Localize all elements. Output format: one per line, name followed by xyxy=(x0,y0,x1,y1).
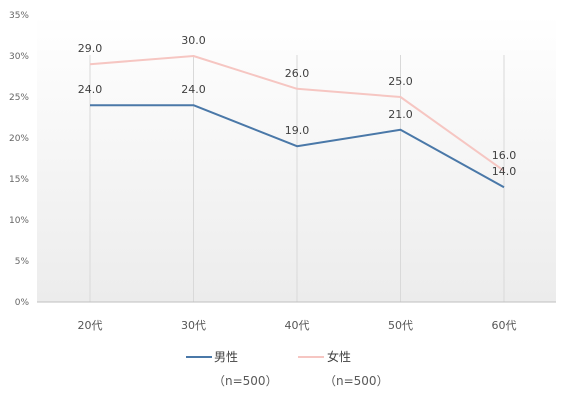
series-line-1 xyxy=(89,55,505,172)
y-tick-label: 10% xyxy=(9,216,29,226)
y-tick-label: 25% xyxy=(9,93,29,103)
data-label: 24.0 xyxy=(78,83,103,96)
legend-item-female: 女性 （n=500） xyxy=(298,349,389,388)
data-labels: 24.0 24.0 19.0 21.0 14.0 29.0 30.0 26.0 25.0 16.0 xyxy=(78,34,517,178)
legend-item-male: 男性 （n=500） xyxy=(186,350,278,388)
legend-label-male: 男性 xyxy=(214,350,238,364)
data-label: 14.0 xyxy=(492,165,517,178)
y-tick-label: 35% xyxy=(9,11,29,21)
legend-note-male: （n=500） xyxy=(213,374,278,388)
y-tick-label: 20% xyxy=(9,134,29,144)
y-tick-label: 30% xyxy=(9,52,29,62)
series-line-0 xyxy=(90,104,505,189)
y-tick-label: 0% xyxy=(15,298,30,308)
data-label: 16.0 xyxy=(492,149,517,162)
y-tick-label: 15% xyxy=(9,175,29,185)
x-tick-label: 40代 xyxy=(285,319,310,332)
data-label: 25.0 xyxy=(388,75,413,88)
x-axis-ticks: 20代 30代 40代 50代 60代 xyxy=(78,319,517,332)
x-tick-label: 60代 xyxy=(492,319,517,332)
legend-note-female: （n=500） xyxy=(324,374,389,388)
data-label: 19.0 xyxy=(285,124,310,137)
y-tick-label: 5% xyxy=(15,257,30,267)
x-tick-label: 50代 xyxy=(388,319,413,332)
data-label: 30.0 xyxy=(181,34,206,47)
series-lines xyxy=(89,55,505,189)
legend: 男性 （n=500） 女性 （n=500） xyxy=(186,349,389,388)
x-tick-label: 20代 xyxy=(78,319,103,332)
data-label: 29.0 xyxy=(78,42,103,55)
legend-label-female: 女性 xyxy=(327,349,351,364)
y-axis-ticks: 0% 5% 10% 15% 20% 25% 30% 35% xyxy=(9,11,29,308)
data-label: 21.0 xyxy=(388,108,413,121)
data-label: 26.0 xyxy=(285,67,310,80)
data-label: 24.0 xyxy=(181,83,206,96)
x-tick-label: 30代 xyxy=(181,319,206,332)
